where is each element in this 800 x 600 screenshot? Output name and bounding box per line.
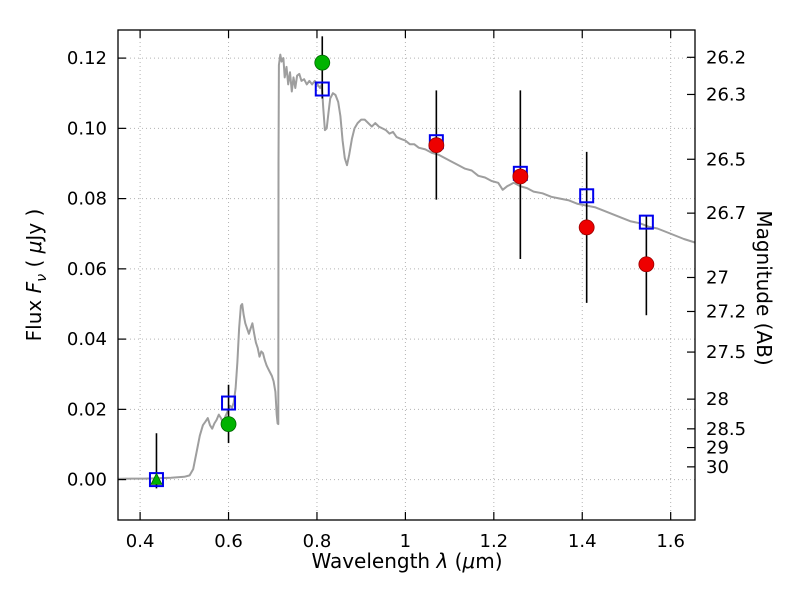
observed-optical-marker xyxy=(314,54,331,71)
magnitude-tick-label: 26.2 xyxy=(706,47,746,68)
x-axis-label-open: ( xyxy=(448,549,463,573)
x-axis-label: Wavelength λ (μm) xyxy=(207,549,607,573)
axes-frame xyxy=(117,29,696,521)
model-photometry-marker xyxy=(221,395,237,411)
magnitude-tick-label: 26.5 xyxy=(706,149,746,170)
x-tick-label: 0.6 xyxy=(214,531,243,552)
x-axis-label-unit: m) xyxy=(475,549,503,573)
x-tick-label: 1 xyxy=(400,531,411,552)
observed-optical-marker xyxy=(220,416,237,433)
magnitude-tick-label: 27.2 xyxy=(706,301,746,322)
model-photometry-marker xyxy=(579,188,595,204)
x-tick-label: 1.6 xyxy=(656,531,685,552)
x-tick-label: 0.8 xyxy=(303,531,332,552)
y-tick-label: 0.02 xyxy=(67,399,107,420)
y-axis-label-unit: Jy ) xyxy=(22,208,46,241)
model-photometry-marker xyxy=(314,81,330,97)
magnitude-tick-label: 30 xyxy=(706,457,729,478)
y-tick-label: 0.04 xyxy=(67,329,107,350)
model-spectrum-line xyxy=(117,53,696,480)
magnitude-tick-label: 27.5 xyxy=(706,342,746,363)
y-tick-label: 0.08 xyxy=(67,189,107,210)
model-photometry-marker xyxy=(638,214,654,230)
magnitude-tick-label: 26.3 xyxy=(706,84,746,105)
observed-infrared-marker xyxy=(512,168,529,185)
x-tick-label: 0.4 xyxy=(126,531,155,552)
observed-infrared-marker xyxy=(578,219,595,236)
y-axis-label-open: ( xyxy=(22,253,46,274)
micro-symbol: μ xyxy=(462,549,476,573)
observed-limit-marker xyxy=(150,472,163,485)
x-tick-label: 1.4 xyxy=(568,531,597,552)
y-axis-label: Flux Fν ( μJy ) xyxy=(22,115,50,435)
observed-infrared-marker xyxy=(638,256,655,273)
y-tick-label: 0.06 xyxy=(67,259,107,280)
x-axis-label-text: Wavelength xyxy=(311,549,437,573)
magnitude-tick-label: 28 xyxy=(706,389,729,410)
micro-symbol: μ xyxy=(22,240,46,254)
y-tick-label: 0.12 xyxy=(67,48,107,69)
observed-infrared-marker xyxy=(428,137,445,154)
y-tick-label: 0.10 xyxy=(67,118,107,139)
y-tick-label: 0.00 xyxy=(67,470,107,491)
magnitude-tick-label: 28.5 xyxy=(706,419,746,440)
lambda-symbol: λ xyxy=(436,549,449,573)
magnitude-tick-label: 29 xyxy=(706,438,729,459)
flux-symbol: F xyxy=(22,281,46,294)
y-axis-label-text: Flux xyxy=(22,293,46,342)
x-tick-label: 1.2 xyxy=(480,531,509,552)
magnitude-tick-label: 26.7 xyxy=(706,203,746,224)
flux-subscript: ν xyxy=(34,273,50,282)
right-axis-label: Magnitude (AB) xyxy=(752,210,776,366)
magnitude-tick-label: 27 xyxy=(706,267,729,288)
